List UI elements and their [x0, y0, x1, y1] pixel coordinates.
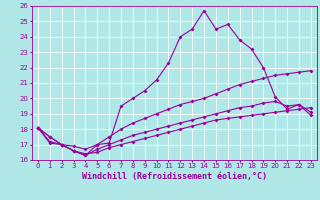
X-axis label: Windchill (Refroidissement éolien,°C): Windchill (Refroidissement éolien,°C) — [82, 172, 267, 181]
